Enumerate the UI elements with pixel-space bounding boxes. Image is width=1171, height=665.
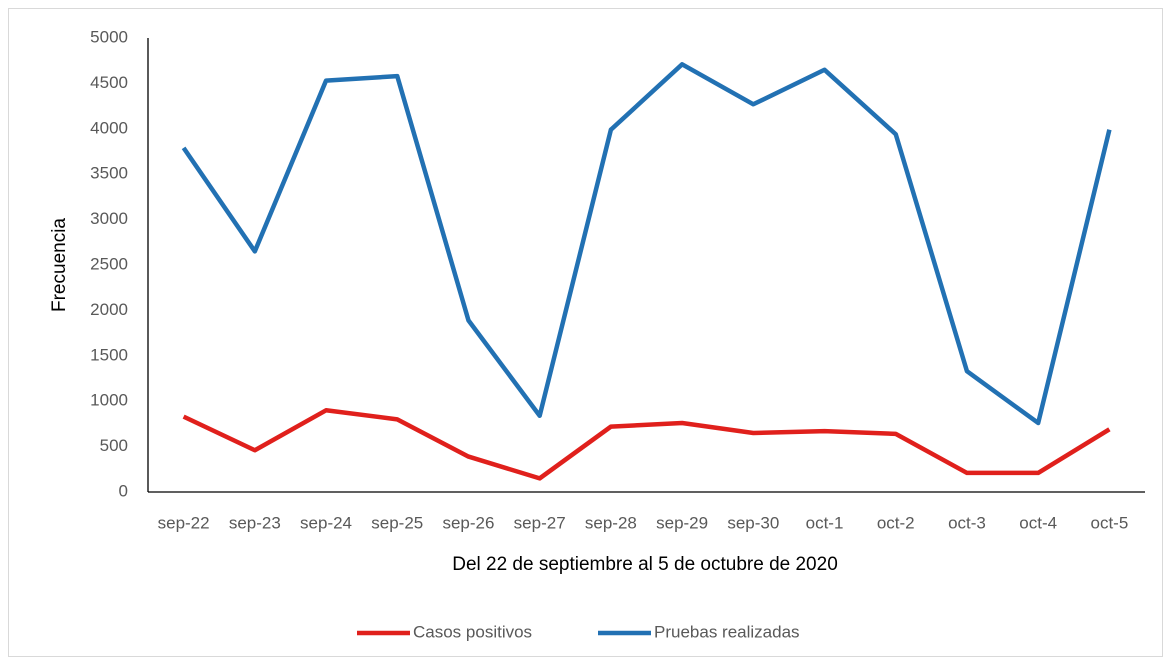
x-tick-label: oct-3: [948, 513, 986, 532]
y-tick-label: 1500: [90, 345, 128, 364]
x-tick-label: sep-25: [371, 513, 423, 532]
y-axis-title: Frecuencia: [49, 218, 70, 312]
y-tick-label: 1000: [90, 391, 128, 410]
series-line: [182, 408, 1111, 481]
chart-frame: [8, 8, 1163, 657]
x-tick-label: sep-24: [300, 513, 352, 532]
x-tick-label: oct-4: [1019, 513, 1057, 532]
y-tick-label: 5000: [90, 27, 128, 46]
series-line: [181, 62, 1112, 426]
x-tick-label: sep-22: [158, 513, 210, 532]
y-tick-label: 3000: [90, 209, 128, 228]
y-tick-label: 2000: [90, 300, 128, 319]
legend-label: Casos positivos: [413, 622, 532, 641]
y-tick-label: 3500: [90, 164, 128, 183]
x-tick-label: sep-30: [727, 513, 779, 532]
y-tick-label: 500: [100, 436, 128, 455]
x-tick-label: oct-2: [877, 513, 915, 532]
y-tick-label: 4500: [90, 73, 128, 92]
y-tick-label: 2500: [90, 254, 128, 273]
x-tick-label: sep-27: [514, 513, 566, 532]
x-tick-label: oct-5: [1090, 513, 1128, 532]
y-tick-label: 0: [119, 481, 128, 500]
x-tick-label: sep-28: [585, 513, 637, 532]
x-tick-label: sep-23: [229, 513, 281, 532]
x-tick-label: oct-1: [806, 513, 844, 532]
x-axis-title: Del 22 de septiembre al 5 de octubre de …: [452, 554, 838, 575]
x-tick-label: sep-29: [656, 513, 708, 532]
legend-label: Pruebas realizadas: [654, 622, 800, 641]
y-tick-label: 4000: [90, 118, 128, 137]
x-tick-label: sep-26: [442, 513, 494, 532]
